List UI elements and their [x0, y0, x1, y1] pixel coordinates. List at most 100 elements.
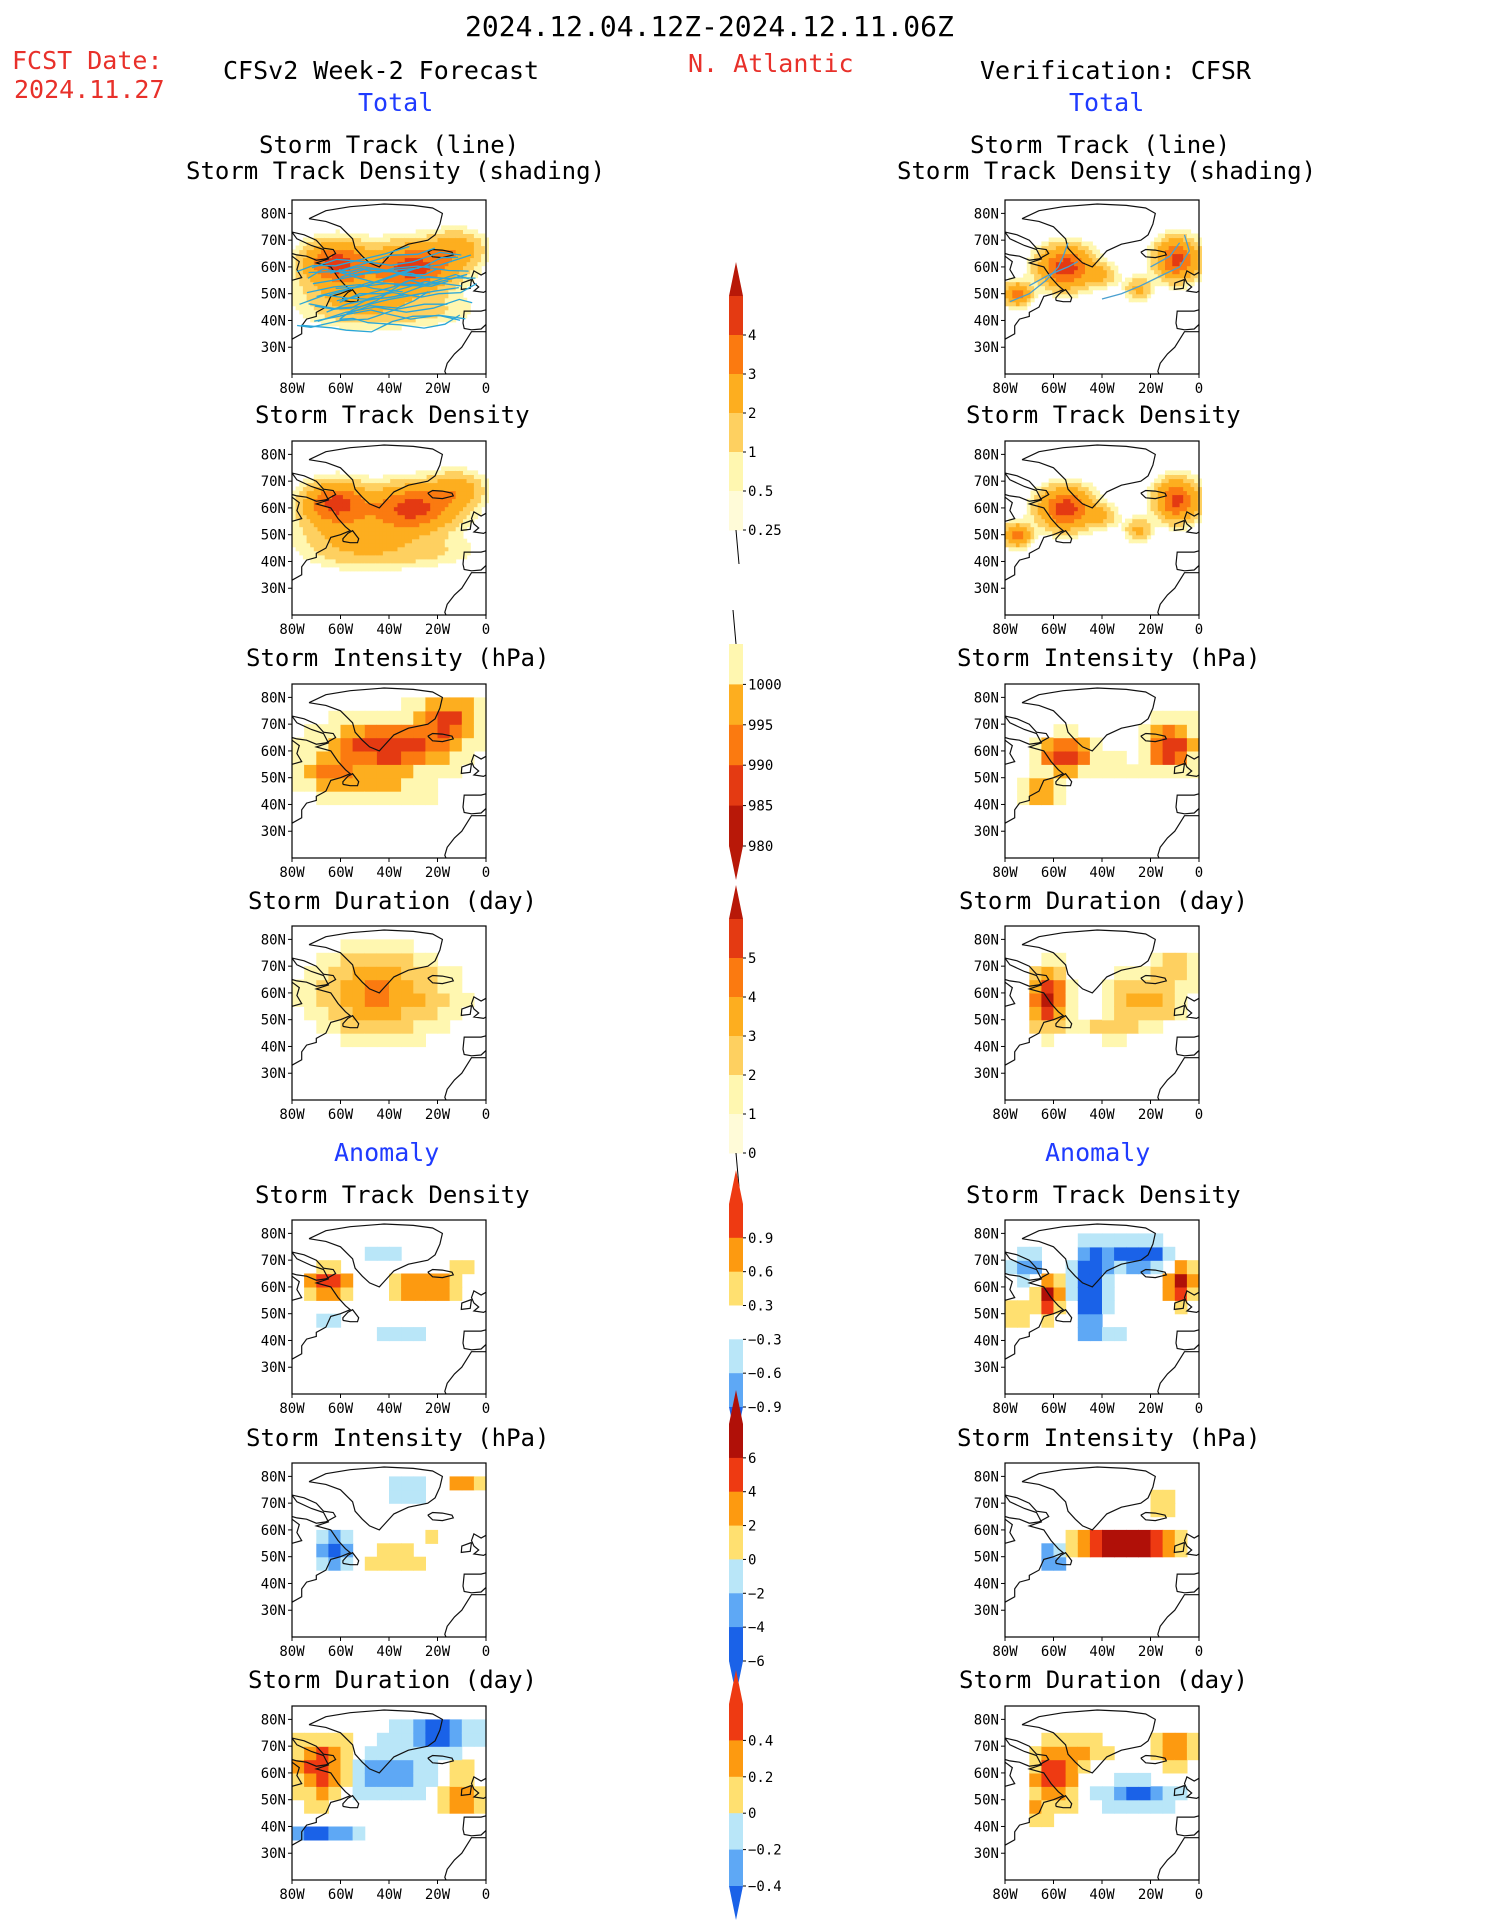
field-cell — [448, 502, 453, 508]
field-cell — [1150, 710, 1164, 725]
lat-label: 60N — [261, 1766, 286, 1782]
field-cell — [1186, 952, 1200, 967]
field-cell — [1085, 241, 1090, 247]
field-cell — [299, 490, 304, 496]
colorbar-swatch — [729, 1036, 743, 1076]
field-cell — [1176, 522, 1181, 528]
field-cell — [310, 494, 315, 500]
field-cell — [368, 514, 373, 520]
field-cell — [353, 257, 358, 263]
field-cell — [1088, 506, 1093, 512]
field-cell — [1183, 470, 1188, 475]
field-cell — [1110, 518, 1115, 524]
field-cell — [423, 482, 428, 488]
colorbar-arrow — [729, 1886, 743, 1920]
field-cell — [425, 1019, 439, 1034]
field-cell — [306, 273, 311, 279]
field-cell — [357, 321, 362, 327]
field-cell — [353, 325, 358, 331]
field-cell — [441, 502, 446, 508]
field-cell — [1070, 253, 1075, 259]
field-cell — [295, 305, 300, 311]
field-cell — [437, 522, 442, 528]
field-cell — [481, 474, 486, 480]
field-cell — [408, 506, 413, 512]
field-cell — [1138, 750, 1152, 765]
field-cell — [364, 566, 369, 572]
field-cell — [328, 241, 333, 247]
field-cell — [1183, 253, 1188, 259]
field-cell — [408, 237, 413, 243]
field-cell — [1099, 522, 1104, 528]
field-cell — [372, 313, 377, 319]
field-cell — [1168, 281, 1173, 287]
field-cell — [408, 245, 413, 251]
field-cell — [304, 1006, 317, 1021]
field-cell — [1103, 285, 1108, 291]
field-cell — [361, 289, 366, 295]
lat-label: 30N — [974, 1846, 999, 1862]
field-cell — [404, 514, 409, 520]
field-cell — [448, 478, 453, 484]
field-cell — [1103, 498, 1108, 504]
field-cell — [350, 281, 355, 287]
field-cell — [328, 313, 333, 319]
field-cell — [433, 530, 439, 536]
field-cell — [423, 265, 428, 271]
field-cell — [302, 309, 308, 315]
field-cell — [412, 498, 417, 504]
field-cell — [1059, 253, 1064, 259]
field-cell — [441, 257, 446, 263]
field-cell — [332, 321, 337, 327]
field-cell — [401, 502, 406, 508]
field-cell — [425, 1746, 439, 1761]
field-cell — [1081, 265, 1086, 271]
field-cell — [1132, 522, 1137, 528]
field-cell — [452, 546, 457, 552]
field-cell — [306, 293, 311, 299]
field-cell — [415, 510, 420, 516]
panel-fcst-density-coastlines — [291, 444, 487, 616]
field-cell — [470, 269, 475, 275]
field-cell — [1074, 237, 1079, 243]
field-cell — [1081, 490, 1086, 496]
field-cell — [1055, 486, 1061, 492]
field-cell — [302, 526, 308, 532]
storm-track — [338, 268, 427, 280]
field-cell — [375, 273, 380, 279]
field-cell — [463, 269, 468, 275]
field-cell — [386, 241, 391, 247]
field-cell — [1128, 522, 1133, 528]
field-cell — [463, 277, 468, 283]
field-cell — [426, 297, 431, 303]
field-cell — [382, 538, 388, 544]
field-cell — [372, 309, 377, 315]
field-cell — [1154, 257, 1159, 263]
field-cell — [1190, 490, 1195, 496]
field-cell — [379, 237, 384, 243]
field-cell — [335, 470, 340, 475]
field-cell — [350, 486, 355, 492]
field-cell — [1081, 510, 1086, 516]
field-cell — [1154, 241, 1159, 247]
field-cell — [357, 273, 362, 279]
coastline — [1004, 1737, 1050, 1767]
field-cell — [437, 546, 442, 552]
coastline — [427, 974, 455, 985]
field-cell — [1045, 482, 1050, 488]
field-cell — [423, 534, 428, 540]
field-cell — [375, 546, 380, 552]
lat-label: 60N — [261, 260, 286, 276]
field-cell — [350, 498, 355, 504]
field-cell — [299, 522, 304, 528]
field-cell — [477, 269, 482, 275]
field-cell — [413, 1759, 426, 1774]
field-cell — [1015, 518, 1021, 524]
field-cell — [470, 498, 475, 504]
field-cell — [1077, 522, 1082, 528]
field-cell — [1186, 229, 1192, 234]
field-cell — [342, 566, 348, 572]
field-cell — [328, 281, 333, 287]
field-cell — [1194, 253, 1199, 259]
storm-track — [339, 314, 461, 329]
